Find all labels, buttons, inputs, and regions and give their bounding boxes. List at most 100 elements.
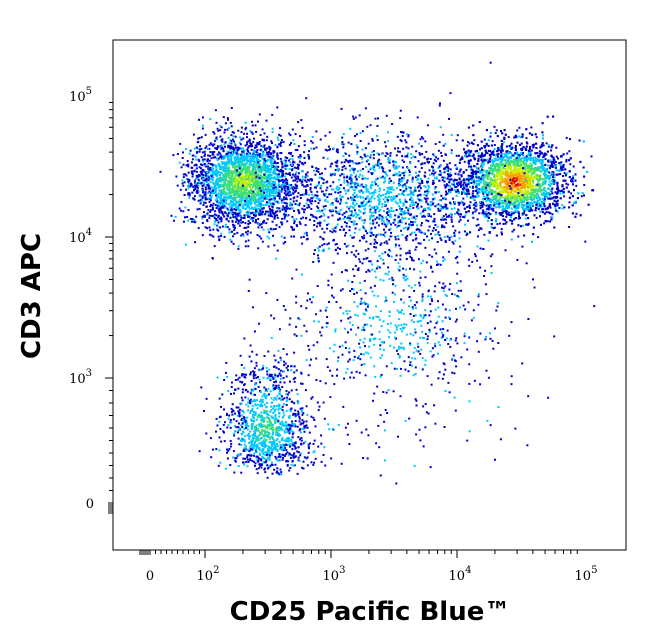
event-dot	[230, 203, 233, 206]
event-dot	[221, 205, 224, 208]
event-dot	[299, 155, 302, 158]
event-dot	[261, 208, 264, 211]
event-dot	[271, 155, 274, 158]
event-dot	[461, 201, 464, 204]
event-dot	[206, 220, 209, 223]
event-dot	[260, 205, 262, 208]
event-dot	[513, 180, 516, 183]
event-dot	[212, 208, 214, 211]
event-dot	[245, 154, 248, 157]
event-dot	[249, 129, 252, 132]
event-dot	[208, 143, 211, 146]
event-dot	[237, 247, 240, 250]
event-dot	[242, 234, 245, 237]
event-dot	[213, 245, 216, 248]
event-dot	[287, 159, 290, 162]
event-dot	[236, 158, 239, 160]
event-dot	[253, 192, 256, 195]
event-dot	[525, 145, 528, 148]
event-dot	[197, 184, 200, 187]
event-dot	[208, 147, 211, 150]
event-dot	[233, 189, 236, 192]
event-dot	[239, 191, 242, 194]
event-dot	[240, 182, 243, 185]
event-dot	[198, 150, 201, 153]
event-dot	[246, 233, 249, 236]
event-dot	[498, 200, 501, 203]
event-dot	[547, 193, 550, 196]
event-dot	[205, 178, 208, 181]
event-dot	[224, 176, 226, 179]
event-dot	[231, 161, 234, 163]
event-dot	[473, 182, 476, 185]
event-dot	[251, 189, 254, 192]
event-dot	[205, 164, 208, 167]
event-dot	[265, 201, 268, 204]
event-dot	[551, 197, 554, 200]
event-dot	[217, 235, 220, 238]
event-dot	[257, 226, 260, 229]
event-dot	[458, 170, 461, 173]
event-dot	[256, 158, 259, 161]
event-dot	[247, 222, 250, 225]
event-dot	[229, 201, 232, 204]
event-dot	[551, 166, 554, 168]
event-dot	[210, 203, 212, 206]
event-dot	[495, 211, 498, 214]
event-dot	[207, 209, 210, 212]
event-dot	[271, 215, 274, 218]
event-dot	[193, 147, 196, 150]
event-dot	[247, 150, 249, 152]
event-dot	[281, 178, 284, 181]
event-dot	[191, 220, 193, 223]
event-dot	[271, 113, 274, 116]
event-dot	[267, 175, 270, 178]
event-dot	[554, 161, 557, 163]
event-dot	[516, 151, 519, 154]
event-dot	[191, 218, 194, 220]
event-dot	[550, 149, 553, 152]
event-dot	[214, 220, 217, 223]
event-dot	[208, 190, 211, 193]
event-dot	[565, 182, 568, 185]
event-dot	[210, 143, 213, 146]
event-dot	[176, 153, 179, 155]
event-dot	[525, 141, 528, 144]
event-dot	[191, 170, 194, 173]
event-dot	[230, 142, 233, 145]
event-dot	[248, 178, 251, 181]
event-dot	[212, 167, 215, 170]
event-dot	[258, 193, 261, 196]
event-dot	[293, 222, 296, 225]
event-dot	[226, 128, 229, 131]
event-dot	[230, 125, 233, 128]
event-dot	[218, 210, 221, 213]
event-dot	[240, 156, 243, 159]
event-dot	[538, 160, 541, 163]
event-dot	[457, 184, 459, 187]
event-dot	[256, 188, 259, 191]
event-dot	[252, 157, 255, 160]
event-dot	[244, 175, 247, 178]
event-dot	[208, 198, 211, 201]
event-dot	[517, 179, 520, 181]
event-dot	[584, 240, 587, 243]
event-dot	[234, 196, 237, 199]
event-dot	[551, 192, 554, 195]
event-dot	[220, 216, 223, 219]
event-dot	[231, 171, 234, 174]
event-dot	[254, 196, 257, 198]
event-dot	[271, 211, 274, 214]
event-dot	[263, 181, 266, 184]
event-dot	[256, 160, 259, 163]
event-dot	[252, 150, 255, 153]
event-dot	[228, 127, 230, 130]
event-dot	[565, 158, 568, 161]
event-dot	[248, 163, 251, 166]
event-dot	[225, 170, 228, 173]
event-dot	[209, 199, 212, 202]
event-dot	[504, 210, 507, 213]
event-dot	[255, 130, 258, 133]
event-dot	[261, 191, 264, 194]
event-dot	[234, 203, 237, 206]
